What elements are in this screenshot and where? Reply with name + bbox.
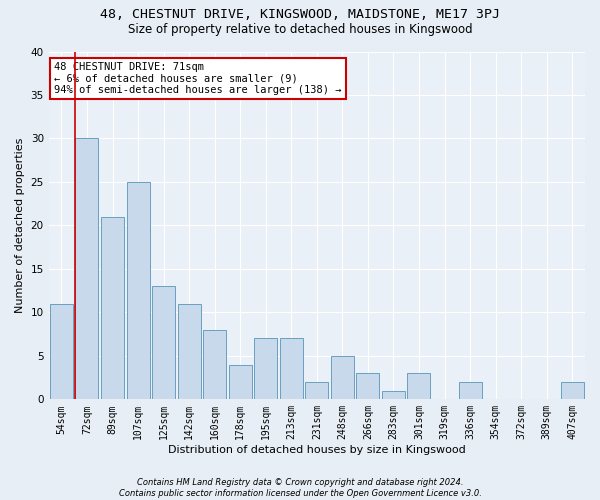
Bar — [331, 356, 354, 400]
Bar — [127, 182, 149, 400]
Bar — [229, 364, 252, 400]
Text: 48, CHESTNUT DRIVE, KINGSWOOD, MAIDSTONE, ME17 3PJ: 48, CHESTNUT DRIVE, KINGSWOOD, MAIDSTONE… — [100, 8, 500, 20]
Bar — [458, 382, 482, 400]
Bar — [76, 138, 98, 400]
Bar — [50, 304, 73, 400]
Text: 48 CHESTNUT DRIVE: 71sqm
← 6% of detached houses are smaller (9)
94% of semi-det: 48 CHESTNUT DRIVE: 71sqm ← 6% of detache… — [54, 62, 341, 95]
Bar — [203, 330, 226, 400]
Bar — [254, 338, 277, 400]
Bar — [152, 286, 175, 400]
Bar — [561, 382, 584, 400]
Bar — [178, 304, 200, 400]
Bar — [101, 216, 124, 400]
Bar — [280, 338, 303, 400]
X-axis label: Distribution of detached houses by size in Kingswood: Distribution of detached houses by size … — [168, 445, 466, 455]
Text: Size of property relative to detached houses in Kingswood: Size of property relative to detached ho… — [128, 22, 472, 36]
Bar — [305, 382, 328, 400]
Text: Contains HM Land Registry data © Crown copyright and database right 2024.
Contai: Contains HM Land Registry data © Crown c… — [119, 478, 481, 498]
Bar — [356, 373, 379, 400]
Bar — [407, 373, 430, 400]
Bar — [382, 390, 405, 400]
Y-axis label: Number of detached properties: Number of detached properties — [15, 138, 25, 313]
